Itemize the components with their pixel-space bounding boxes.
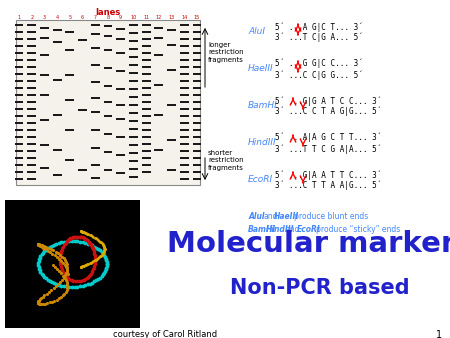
Text: courtesy of Carol Ritland: courtesy of Carol Ritland (113, 330, 217, 338)
Text: produce “sticky” ends: produce “sticky” ends (316, 225, 400, 234)
Text: 11: 11 (143, 15, 149, 20)
Text: HindIII: HindIII (248, 138, 277, 147)
Text: AluI: AluI (248, 212, 265, 221)
Text: 15: 15 (194, 15, 200, 20)
Text: 5´ ...A G|C T... 3´: 5´ ...A G|C T... 3´ (275, 22, 363, 31)
Text: Molecular markers: Molecular markers (167, 230, 450, 258)
Text: and: and (286, 225, 301, 234)
Text: 9: 9 (119, 15, 122, 20)
Text: BamHI: BamHI (248, 225, 276, 234)
Text: 5´ ...G|G A T C C... 3´: 5´ ...G|G A T C C... 3´ (275, 96, 382, 105)
Text: 14: 14 (181, 15, 187, 20)
Text: 1: 1 (18, 15, 21, 20)
Text: 5´ ...G|A A T T C... 3´: 5´ ...G|A A T T C... 3´ (275, 170, 382, 179)
Text: 3´ ...T C|G A... 5´: 3´ ...T C|G A... 5´ (275, 33, 363, 43)
Text: AluI: AluI (248, 27, 265, 36)
Text: shorter
restriction
fragments: shorter restriction fragments (208, 150, 244, 171)
Text: HindIII: HindIII (266, 225, 294, 234)
Text: longer
restriction
fragments: longer restriction fragments (208, 42, 244, 63)
Text: HaeIII: HaeIII (274, 212, 299, 221)
Text: 2: 2 (30, 15, 33, 20)
Text: 1: 1 (436, 330, 442, 338)
Text: 3´ ...C C|G G... 5´: 3´ ...C C|G G... 5´ (275, 70, 363, 79)
Text: 13: 13 (168, 15, 175, 20)
Text: EcoRI: EcoRI (297, 225, 321, 234)
Text: 5: 5 (68, 15, 72, 20)
Text: lanes: lanes (95, 8, 121, 17)
Text: EcoRI: EcoRI (248, 175, 273, 184)
Text: produce blunt ends: produce blunt ends (294, 212, 368, 221)
Text: 8: 8 (107, 15, 109, 20)
Text: HaeIII: HaeIII (248, 64, 274, 73)
Bar (5, 200, 140, 328)
Text: BamHI: BamHI (248, 101, 278, 110)
Bar (16, 20, 200, 185)
Text: 3´ ...T T C G A|A... 5´: 3´ ...T T C G A|A... 5´ (275, 144, 382, 153)
Text: 3: 3 (43, 15, 46, 20)
Text: 3´ ...C T T A A|G... 5´: 3´ ...C T T A A|G... 5´ (275, 181, 382, 191)
Text: 3´ ...C C T A G|G... 5´: 3´ ...C C T A G|G... 5´ (275, 107, 382, 117)
Text: 5´ ...A|A G C T T... 3´: 5´ ...A|A G C T T... 3´ (275, 133, 382, 143)
Text: 5´ ...G G|C C... 3´: 5´ ...G G|C C... 3´ (275, 59, 363, 69)
Text: 4: 4 (56, 15, 58, 20)
Text: 10: 10 (130, 15, 136, 20)
Text: and: and (263, 212, 278, 221)
Text: 7: 7 (94, 15, 97, 20)
Text: Non-PCR based: Non-PCR based (230, 278, 410, 298)
Text: 12: 12 (156, 15, 162, 20)
Text: 6: 6 (81, 15, 84, 20)
